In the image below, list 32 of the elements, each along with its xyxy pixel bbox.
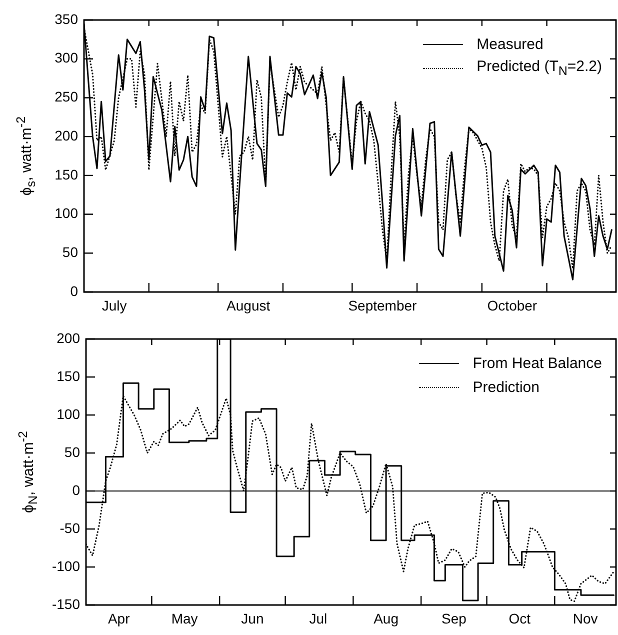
x-tick-label: August	[226, 297, 270, 314]
x-tick-label: Oct	[508, 610, 531, 626]
y-tick-label: -150	[52, 596, 80, 612]
y-tick-label: -100	[52, 558, 80, 574]
y-tick-label: 150	[56, 368, 80, 384]
x-tick-label: Jul	[309, 610, 328, 626]
y-tick-label: -50	[60, 520, 80, 536]
y-tick-label: 0	[70, 282, 78, 299]
y-tick-label: 50	[64, 444, 80, 460]
y-tick-label: 250	[54, 88, 78, 105]
legend-label: From Heat Balance	[472, 354, 602, 372]
y-tick-label: 200	[56, 330, 80, 346]
legend-label: Measured	[476, 36, 544, 52]
y-tick-label: 100	[54, 205, 78, 222]
x-tick-label: Aug	[374, 610, 398, 626]
y-tick-label: 350	[54, 10, 78, 27]
x-tick-label: Nov	[572, 610, 598, 626]
x-tick-label: Jun	[241, 610, 264, 626]
x-tick-label: Sep	[441, 610, 467, 626]
x-tick-label: October	[487, 297, 538, 314]
legend-label: Prediction	[472, 378, 540, 396]
y-tick-label: 200	[54, 127, 78, 144]
x-tick-label: Apr	[108, 610, 130, 626]
y-tick-label: 0	[72, 482, 80, 498]
y-tick-label: 100	[56, 406, 80, 422]
x-tick-label: May	[171, 610, 198, 626]
y-tick-label: 150	[54, 166, 78, 182]
legend-label: Predicted (T$_{N}$=2.2)	[476, 58, 602, 78]
y-tick-label: 50	[62, 244, 78, 260]
y-tick-label: 300	[54, 50, 78, 66]
x-tick-label: July	[102, 297, 127, 314]
x-tick-label: September	[348, 297, 418, 314]
